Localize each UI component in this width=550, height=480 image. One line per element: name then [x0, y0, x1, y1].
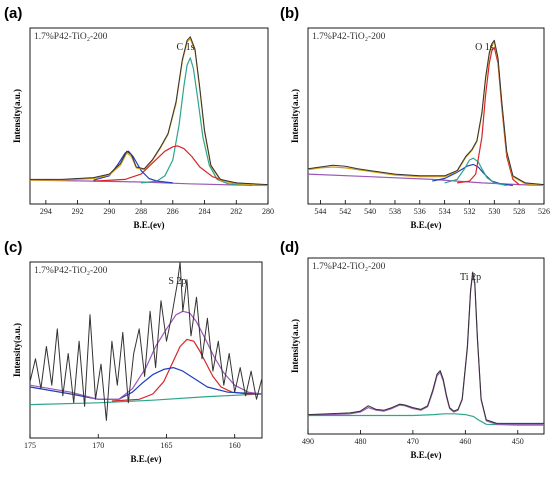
series-line-1 [29, 261, 263, 421]
plot-frame [307, 257, 545, 435]
x-tick-label: 540 [364, 207, 376, 216]
series-line-5 [29, 393, 263, 406]
x-tick-label: 526 [538, 207, 550, 216]
x-tick-label: 544 [314, 207, 326, 216]
peak-label: C 1s [176, 42, 194, 53]
panel-d: (d) 490 480 470 460 450 B.E.(ev) Intensity(a.u.… [280, 239, 545, 460]
series-line-3 [457, 46, 520, 186]
x-tick-label: 288 [135, 207, 147, 216]
y-axis-label: Intensity(a.u.) [290, 319, 300, 373]
peak-label: S 2p [168, 276, 186, 287]
x-tick-label: 286 [167, 207, 179, 216]
x-tick-label: 294 [40, 207, 52, 216]
x-tick-label: 532 [463, 207, 475, 216]
x-tick-label: 165 [160, 441, 172, 450]
series-line-5 [141, 57, 253, 187]
x-tick-label: 470 [407, 437, 419, 446]
panel-c: (c) 175 170 165 160 B.E.(ev) Intensity(a.u.) 1.… [4, 239, 263, 464]
plot-frame [29, 27, 269, 205]
x-tick-label: 542 [339, 207, 351, 216]
y-axis-label: Intensity(a.u.) [12, 323, 22, 377]
plot-frame [29, 261, 263, 439]
x-tick-label: 170 [92, 441, 104, 450]
sample-label: 1.7%P42-TiO₂-200 [312, 32, 386, 42]
x-axis-label: B.E.(ev) [134, 220, 165, 230]
sample-label: 1.7%P42-TiO₂-200 [34, 32, 108, 42]
y-axis-label: Intensity(a.u.) [12, 89, 22, 143]
panel-letter: (b) [280, 5, 299, 22]
x-tick-label: 450 [512, 437, 524, 446]
series-line-1 [307, 271, 544, 424]
panel-b: (b) 544 542 540 538 536 534 532 530 528 526 B.E.(ev… [280, 5, 550, 230]
y-axis-label: Intensity(a.u.) [290, 89, 300, 143]
sample-label: 1.7%P42-TiO₂-200 [34, 266, 108, 276]
series-line-2 [307, 273, 544, 425]
x-tick-label: 280 [262, 207, 274, 216]
series-line-1 [30, 36, 269, 186]
sample-label: 1.7%P42-TiO₂-200 [312, 262, 386, 272]
peak-label: O 1s [475, 42, 494, 53]
panel-letter: (d) [280, 239, 299, 256]
x-tick-label: 290 [103, 207, 115, 216]
series-line-6 [307, 173, 545, 187]
x-tick-label: 284 [199, 207, 211, 216]
x-tick-label: 490 [302, 437, 314, 446]
x-axis-label: B.E.(ev) [131, 454, 162, 464]
panel-a: (a) 294 292 290 288 286 284 282 280 B.E.(ev) Inten… [4, 5, 274, 230]
x-tick-label: 536 [414, 207, 426, 216]
x-tick-label: 282 [230, 207, 242, 216]
plot-frame [307, 27, 545, 205]
x-tick-label: 292 [72, 207, 84, 216]
x-tick-label: 160 [229, 441, 241, 450]
x-tick-label: 528 [513, 207, 525, 216]
peak-label: Ti 2p [460, 272, 481, 283]
series-line-4 [444, 157, 507, 187]
series-line-3 [308, 413, 544, 426]
series-line-5 [432, 163, 513, 187]
panel-letter: (a) [4, 5, 22, 22]
x-tick-label: 538 [389, 207, 401, 216]
x-axis-label: B.E.(ev) [411, 220, 442, 230]
panel-letter: (c) [4, 239, 22, 256]
x-tick-label: 480 [354, 437, 366, 446]
x-tick-label: 530 [488, 207, 500, 216]
x-tick-label: 460 [459, 437, 471, 446]
series-line-4 [111, 338, 262, 402]
x-tick-label: 175 [24, 441, 36, 450]
x-tick-label: 534 [439, 207, 451, 216]
series-line-4 [93, 145, 253, 186]
series-line-1 [307, 39, 545, 186]
x-axis-label: B.E.(ev) [411, 450, 442, 460]
